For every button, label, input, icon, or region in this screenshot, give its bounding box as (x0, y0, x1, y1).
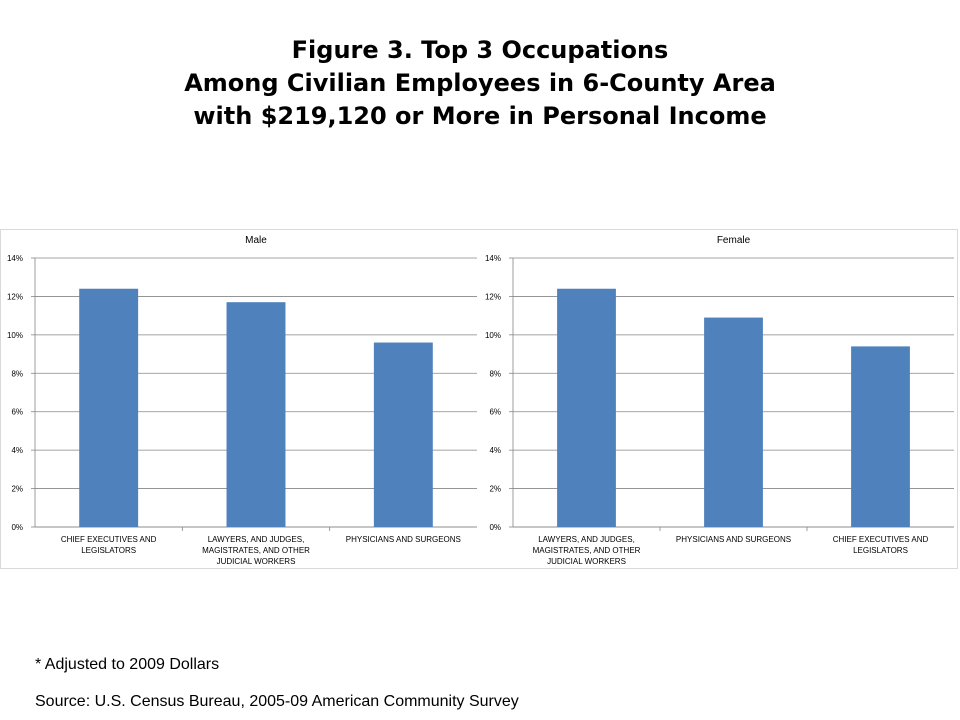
source-note: Source: U.S. Census Bureau, 2005-09 Amer… (35, 693, 519, 710)
female-y-tick-label: 14% (485, 254, 501, 263)
female-bar-3 (851, 346, 910, 527)
female-y-tick-label: 0% (489, 523, 501, 532)
male-y-tick-label: 2% (11, 485, 23, 494)
female-bar-1 (557, 288, 616, 527)
chart-outer-border (0, 229, 958, 569)
figure-title-line-1: Figure 3. Top 3 Occupations (291, 36, 669, 64)
figure-title-line-3: with $219,120 or More in Personal Income (193, 102, 767, 130)
female-category-label: LEGISLATORS (853, 546, 908, 555)
male-y-tick-label: 12% (7, 292, 23, 301)
female-bar-2 (704, 317, 763, 527)
figure-title-line-2: Among Civilian Employees in 6-County Are… (184, 69, 776, 97)
female-category-label: CHIEF EXECUTIVES AND (833, 535, 929, 544)
male-category-label: LAWYERS, AND JUDGES, (208, 535, 305, 544)
figure-title: Figure 3. Top 3 Occupations Among Civili… (0, 34, 960, 133)
male-category-label: LEGISLATORS (81, 546, 136, 555)
male-y-tick-label: 8% (11, 369, 23, 378)
chart-area: Male 0% 2% 4% 6% 8% 10% 12% 14% CHIEF EXECUTIVES … (0, 229, 959, 569)
male-y-tick-label: 6% (11, 408, 23, 417)
female-panel-title: Female (717, 235, 751, 246)
male-category-label: PHYSICIANS AND SURGEONS (346, 535, 461, 544)
male-bar-2 (226, 302, 286, 527)
female-y-tick-label: 10% (485, 331, 501, 340)
male-category-label: JUDICIAL WORKERS (217, 557, 296, 566)
male-bar-1 (79, 288, 139, 527)
male-y-tick-label: 4% (11, 446, 23, 455)
female-y-tick-label: 8% (489, 369, 501, 378)
female-category-label: MAGISTRATES, AND OTHER (533, 546, 641, 555)
female-y-tick-label: 12% (485, 292, 501, 301)
female-category-label: JUDICIAL WORKERS (547, 557, 626, 566)
male-category-label: CHIEF EXECUTIVES AND (61, 535, 157, 544)
female-category-label: LAWYERS, AND JUDGES, (538, 535, 635, 544)
charts-svg: Male 0% 2% 4% 6% 8% 10% 12% 14% CHIEF EXECUTIVES … (0, 229, 958, 569)
female-y-tick-label: 6% (489, 408, 501, 417)
female-y-tick-label: 2% (489, 485, 501, 494)
male-y-tick-label: 10% (7, 331, 23, 340)
female-y-tick-label: 4% (489, 446, 501, 455)
male-bar-3 (373, 342, 433, 527)
female-category-label: PHYSICIANS AND SURGEONS (676, 535, 791, 544)
male-category-label: MAGISTRATES, AND OTHER (202, 546, 310, 555)
adjusted-note: * Adjusted to 2009 Dollars (35, 656, 220, 673)
male-y-tick-label: 0% (11, 523, 23, 532)
male-panel-title: Male (245, 235, 267, 246)
male-y-tick-label: 14% (7, 254, 23, 263)
